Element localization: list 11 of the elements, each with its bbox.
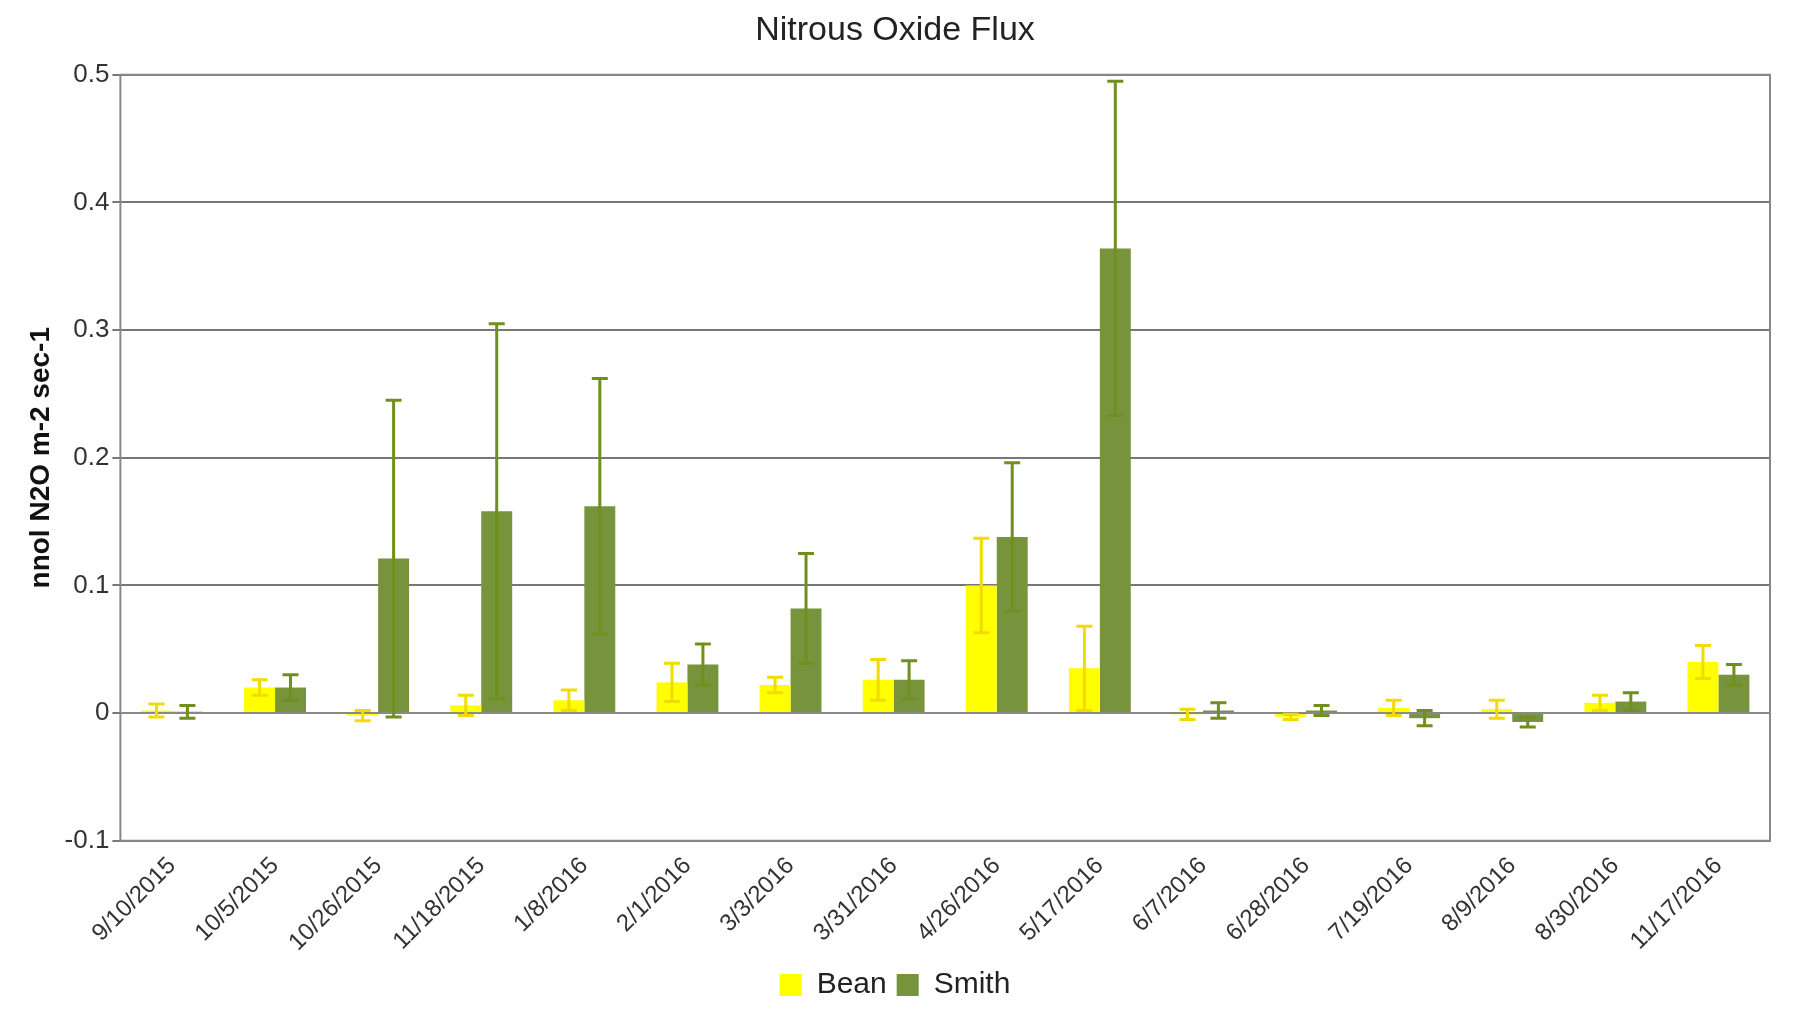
y-tick-label: 0.3 — [73, 313, 110, 344]
y-tick-label: 0 — [94, 696, 110, 727]
y-tick-label: 0.2 — [73, 440, 110, 471]
y-tick-label: 0.1 — [73, 568, 110, 599]
y-tick-label: 0.5 — [73, 57, 110, 88]
y-tick-label: -0.1 — [64, 823, 110, 854]
legend-label: Bean — [816, 966, 887, 1000]
chart-title: Nitrous Oxide Flux — [755, 8, 1035, 47]
y-tick-label: 0.4 — [73, 185, 110, 216]
legend-label: Smith — [933, 966, 1011, 1000]
y-axis-title: nnol N2O m-2 sec-1 — [23, 327, 55, 589]
